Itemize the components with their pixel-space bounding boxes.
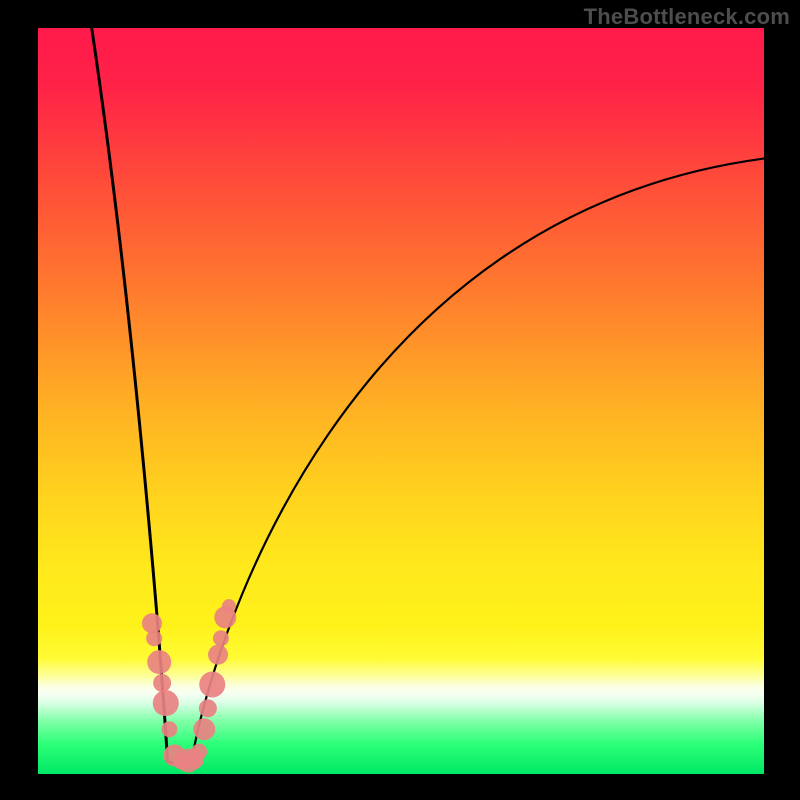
highlight-dot xyxy=(199,699,217,717)
gradient-background xyxy=(38,28,764,774)
highlight-dot xyxy=(153,674,171,692)
highlight-dot xyxy=(199,671,225,697)
highlight-dot xyxy=(146,630,162,646)
highlight-dot xyxy=(142,613,162,633)
bottleneck-chart xyxy=(0,0,800,800)
highlight-dot xyxy=(153,690,179,716)
highlight-dot xyxy=(213,630,229,646)
highlight-dot xyxy=(208,645,228,665)
highlight-dot xyxy=(193,718,215,740)
highlight-dot xyxy=(161,721,177,737)
highlight-dot xyxy=(147,650,171,674)
plot-area xyxy=(38,28,764,774)
chart-frame: TheBottleneck.com xyxy=(0,0,800,800)
highlight-dot xyxy=(191,744,207,760)
highlight-dot xyxy=(222,599,236,613)
